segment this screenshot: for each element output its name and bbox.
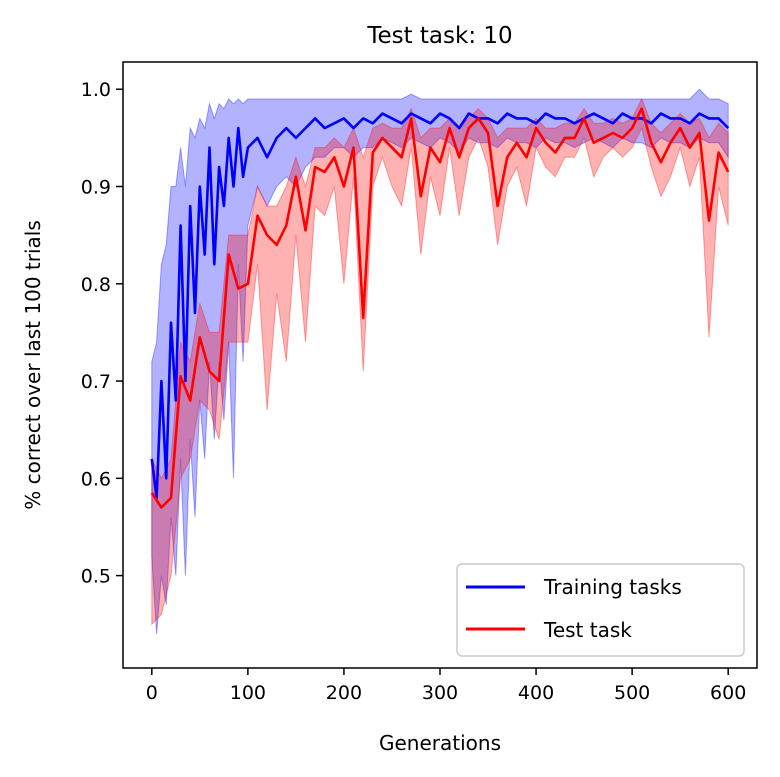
y-tick-label: 0.7	[81, 371, 111, 393]
x-axis-label: Generations	[379, 731, 501, 755]
chart-title: Test task: 10	[366, 23, 512, 49]
y-tick-label: 0.9	[81, 177, 111, 199]
x-tick-label: 100	[230, 682, 266, 704]
y-axis-label: % correct over last 100 trials	[21, 220, 45, 510]
x-axis: 0 100 200 300 400 500 600	[146, 668, 746, 704]
confidence-bands	[151, 88, 729, 635]
legend-box	[456, 563, 745, 657]
x-tick-label: 500	[614, 682, 650, 704]
x-tick-label: 400	[518, 682, 554, 704]
y-axis: 0.5 0.6 0.7 0.8 0.9 1.0	[81, 79, 123, 588]
y-tick-label: 0.6	[81, 468, 111, 490]
legend-label-test-task: Test task	[543, 618, 632, 642]
x-tick-label: 0	[146, 682, 158, 704]
x-tick-label: 200	[326, 682, 362, 704]
band-test-task	[151, 97, 729, 626]
y-tick-label: 1.0	[81, 79, 111, 101]
legend-label-training-tasks: Training tasks	[543, 575, 682, 599]
y-tick-label: 0.8	[81, 274, 111, 296]
y-tick-label: 0.5	[81, 566, 111, 588]
legend: Training tasks Test task	[456, 563, 745, 657]
x-tick-label: 300	[422, 682, 458, 704]
series-line-test-task	[150, 107, 730, 509]
band-training-tasks	[151, 88, 729, 635]
x-tick-label: 600	[710, 682, 746, 704]
series-lines	[150, 107, 730, 509]
series-line-training-tasks	[150, 112, 730, 500]
